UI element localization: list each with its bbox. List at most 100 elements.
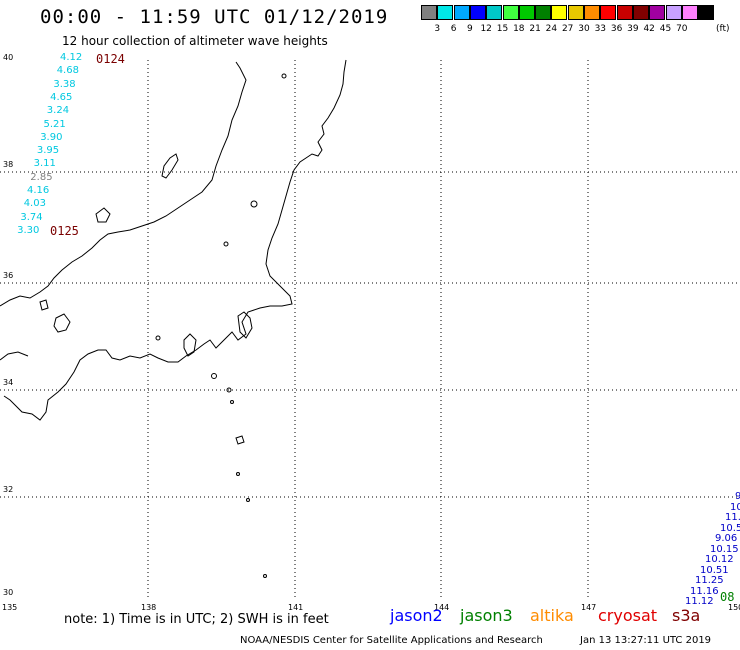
swh-reading: 3.90 bbox=[40, 131, 63, 143]
scale-swatch bbox=[600, 5, 617, 20]
swh-reading: 10.12 bbox=[705, 554, 734, 565]
scale-swatch bbox=[437, 5, 454, 20]
izu-islet-7 bbox=[263, 574, 267, 578]
lat-label: 32 bbox=[3, 485, 14, 494]
swh-reading: 4.03 bbox=[23, 198, 46, 210]
izu-islet-6 bbox=[246, 498, 250, 502]
scale-label: 9 bbox=[467, 24, 473, 34]
awaji-island bbox=[53, 313, 71, 333]
credit-text: NOAA/NESDIS Center for Satellite Applica… bbox=[240, 635, 543, 646]
satellite-legend-s3a: s3a bbox=[672, 606, 701, 625]
sagami-islet bbox=[223, 241, 229, 247]
scale-label: 27 bbox=[561, 24, 574, 34]
lon-label: 141 bbox=[288, 603, 304, 612]
swh-reading: 11.12 bbox=[685, 596, 714, 607]
lon-label: 135 bbox=[2, 603, 18, 612]
lon-label: 150 bbox=[728, 603, 740, 612]
lon-label: 147 bbox=[581, 603, 597, 612]
scale-label: 30 bbox=[578, 24, 590, 34]
inland-islet bbox=[250, 200, 258, 208]
chart-title: 00:00 - 11:59 UTC 01/12/2019 bbox=[40, 6, 389, 28]
scale-label: 6 bbox=[450, 24, 457, 34]
izu-islet-1 bbox=[211, 373, 217, 379]
swh-reading: 11.25 bbox=[695, 575, 724, 586]
scale-label: 21 bbox=[529, 24, 541, 34]
scale-label: 24 bbox=[545, 24, 558, 34]
swh-reading: 3.74 bbox=[20, 211, 43, 223]
swh-reading: 11.16 bbox=[690, 585, 719, 597]
scale-label: 33 bbox=[594, 24, 607, 34]
lon-label: 144 bbox=[434, 603, 450, 612]
coastline-japan bbox=[0, 59, 347, 578]
honshu-coastline bbox=[0, 59, 347, 421]
scale-swatch bbox=[584, 5, 600, 20]
generation-timestamp: Jan 13 13:27:11 UTC 2019 bbox=[580, 635, 712, 646]
swh-reading: 3.30 bbox=[17, 224, 40, 236]
swh-reading: 10.5 bbox=[720, 522, 740, 534]
scale-swatch bbox=[469, 5, 486, 20]
pass-label-0125: 0125 bbox=[50, 224, 79, 238]
scale-label: 15 bbox=[496, 24, 509, 34]
izu-islet-5 bbox=[236, 472, 240, 476]
oki-island bbox=[39, 299, 49, 311]
satellite-legend-jason2: jason2 bbox=[390, 606, 443, 625]
scale-swatch bbox=[421, 5, 437, 20]
swh-reading: 10.51 bbox=[700, 564, 729, 576]
swh-reading: 4.65 bbox=[50, 91, 73, 103]
swh-reading: 9 bbox=[735, 491, 740, 502]
satellite-legend-cryosat: cryosat bbox=[598, 606, 658, 625]
scale-swatch bbox=[681, 5, 698, 20]
scale-label: 42 bbox=[643, 24, 655, 34]
satellite-legend-jason3: jason3 bbox=[460, 606, 513, 625]
graticule bbox=[0, 60, 740, 600]
scale-label: 39 bbox=[627, 24, 639, 34]
lat-label: 30 bbox=[3, 588, 14, 597]
swh-reading: 4.12 bbox=[60, 52, 83, 63]
scale-swatch bbox=[453, 5, 470, 20]
satellite-legend-altika: altika bbox=[530, 606, 574, 625]
boso-peninsula bbox=[237, 311, 253, 339]
lat-label: 36 bbox=[3, 271, 14, 280]
izu-islet-2 bbox=[226, 387, 232, 393]
kashima-islet bbox=[281, 73, 287, 79]
scale-label: 12 bbox=[480, 24, 492, 34]
pass-label-0124: 0124 bbox=[96, 52, 125, 66]
swh-reading: 3.38 bbox=[53, 78, 76, 90]
scale-swatch bbox=[551, 5, 568, 20]
swh-reading: 4.68 bbox=[56, 65, 79, 77]
scale-swatch bbox=[486, 5, 503, 20]
scale-label: 18 bbox=[513, 24, 525, 34]
bay-islet bbox=[155, 335, 161, 341]
swh-reading: 3.24 bbox=[46, 105, 70, 117]
lon-label: 138 bbox=[141, 603, 157, 612]
scale-label: 3 bbox=[434, 24, 441, 34]
swh-reading: 10.15 bbox=[710, 543, 739, 555]
sado-island bbox=[95, 207, 111, 223]
swh-reading: 3.95 bbox=[36, 145, 60, 157]
swh-reading: 10 bbox=[730, 501, 740, 513]
scale-swatch bbox=[567, 5, 584, 20]
swh-reading: 3.11 bbox=[33, 158, 56, 170]
noto-peninsula bbox=[161, 153, 179, 179]
scale-swatch bbox=[518, 5, 535, 20]
scale-swatch bbox=[665, 5, 682, 20]
swh-reading: 2.85 bbox=[30, 171, 53, 183]
scale-unit: (ft) bbox=[716, 24, 730, 34]
scale-swatch bbox=[632, 5, 649, 20]
swh-reading: 9.06 bbox=[715, 533, 738, 544]
lat-label: 40 bbox=[3, 53, 14, 62]
scale-swatch bbox=[502, 5, 519, 20]
swh-reading: 4.16 bbox=[27, 185, 50, 196]
izu-islet-3 bbox=[230, 400, 234, 404]
lat-label: 38 bbox=[3, 160, 14, 169]
scale-swatch bbox=[649, 5, 666, 20]
izu-islet-4 bbox=[235, 435, 245, 445]
scale-label: 70 bbox=[676, 24, 688, 34]
scale-swatch bbox=[535, 5, 552, 20]
izu-peninsula bbox=[183, 333, 197, 357]
note-text: note: 1) Time is in UTC; 2) SWH is in fe… bbox=[64, 612, 329, 627]
pass-label-08: 08 bbox=[720, 590, 735, 604]
scale-swatch bbox=[616, 5, 633, 20]
swh-reading: 5.21 bbox=[43, 118, 66, 130]
